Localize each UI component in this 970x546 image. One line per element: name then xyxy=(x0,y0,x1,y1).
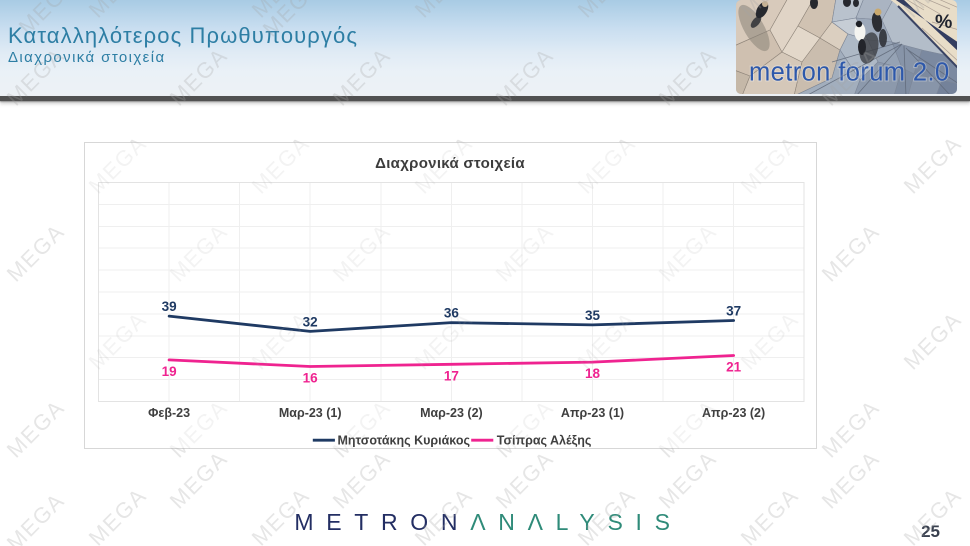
svg-text:17: 17 xyxy=(444,368,459,383)
svg-text:16: 16 xyxy=(303,371,319,386)
svg-text:32: 32 xyxy=(303,314,318,329)
svg-text:MEGA: MEGA xyxy=(491,446,559,514)
svg-text:Απρ-23 (1): Απρ-23 (1) xyxy=(561,406,624,420)
svg-text:Φεβ-23: Φεβ-23 xyxy=(148,406,190,420)
svg-text:MEGA: MEGA xyxy=(328,446,396,514)
svg-text:Διαχρονικά στοιχεία: Διαχρονικά στοιχεία xyxy=(375,155,525,172)
svg-text:39: 39 xyxy=(162,299,177,314)
svg-text:MEGA: MEGA xyxy=(165,446,233,514)
svg-text:35: 35 xyxy=(585,308,601,323)
svg-text:MEGA: MEGA xyxy=(654,446,722,514)
svg-text:Μαρ-23 (2): Μαρ-23 (2) xyxy=(420,406,483,420)
svg-text:18: 18 xyxy=(585,366,601,381)
svg-text:Μητσοτάκης Κυριάκος: Μητσοτάκης Κυριάκος xyxy=(338,434,471,448)
svg-text:36: 36 xyxy=(444,306,460,321)
svg-text:37: 37 xyxy=(726,304,741,319)
svg-text:Απρ-23 (2): Απρ-23 (2) xyxy=(702,406,765,420)
svg-text:21: 21 xyxy=(726,360,742,375)
svg-text:Μαρ-23 (1): Μαρ-23 (1) xyxy=(279,406,342,420)
svg-text:19: 19 xyxy=(162,364,177,379)
svg-text:Τσίπρας Αλέξης: Τσίπρας Αλέξης xyxy=(497,434,592,448)
svg-text:MEGA: MEGA xyxy=(817,446,885,514)
svg-text:%: % xyxy=(935,11,952,33)
svg-text:metron forum 2.0: metron forum 2.0 xyxy=(749,59,950,87)
